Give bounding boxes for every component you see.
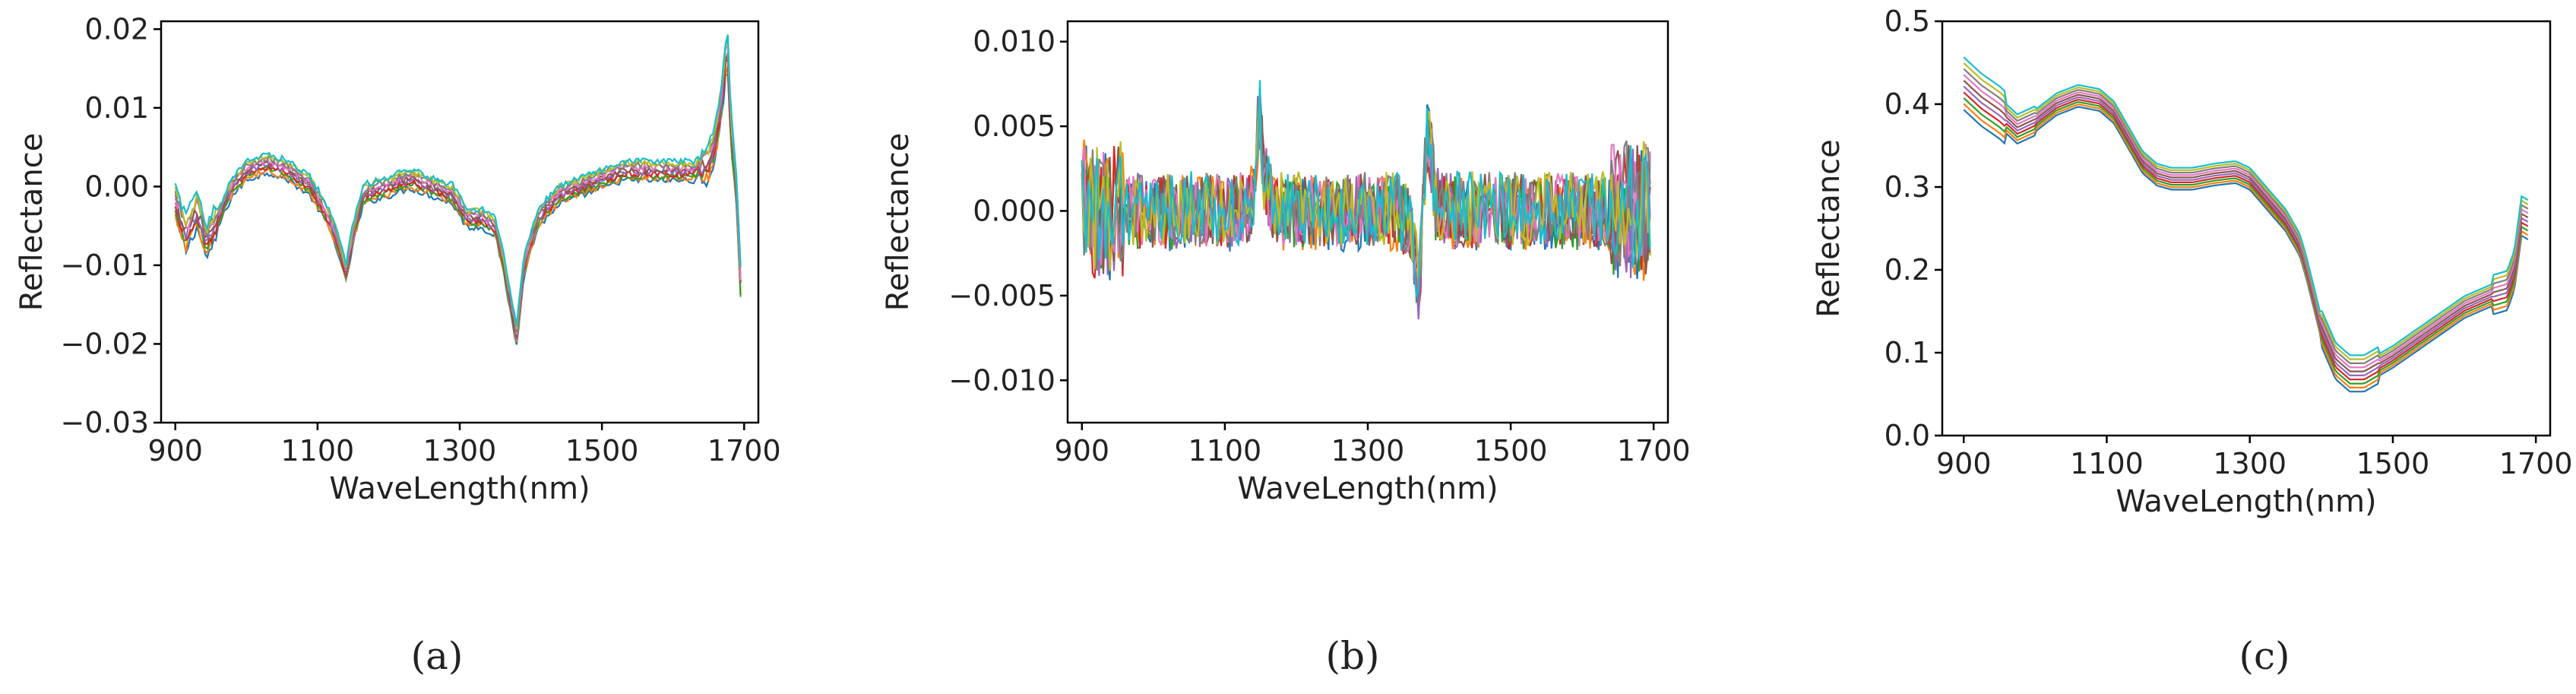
- series-line: [1081, 93, 1651, 281]
- y-tick-label: −0.02: [61, 327, 149, 360]
- y-tick-label: 0.1: [1885, 336, 1930, 369]
- y-tick-label: 0.00: [84, 170, 149, 203]
- x-tick-label: 1500: [565, 434, 639, 467]
- x-axis-label: WaveLength(nm): [2116, 484, 2376, 519]
- y-tick-label: 0.005: [973, 109, 1055, 143]
- series-line: [1963, 91, 2529, 381]
- x-axis-label: WaveLength(nm): [1237, 471, 1498, 506]
- x-tick-label: 1300: [2213, 447, 2286, 480]
- y-tick-label: 0.0: [1885, 419, 1930, 452]
- chart-panel-c: 900 1100 1300 1500 1700 0.0 0.1 0.2 0.3 0.4 0.5 Wav…: [1812, 5, 2573, 678]
- y-tick-label: 0.2: [1885, 253, 1930, 287]
- x-tick-label: 1100: [280, 434, 354, 467]
- y-tick-label: 0.010: [973, 25, 1055, 59]
- y-tick-label: −0.005: [948, 279, 1055, 312]
- x-tick-label: 1100: [1188, 434, 1262, 467]
- series-line: [1963, 85, 2529, 376]
- x-tick-label: 900: [1055, 434, 1110, 467]
- series-line: [1963, 106, 2529, 393]
- y-tick-label: 0.01: [84, 91, 149, 125]
- series-group: [1963, 56, 2529, 393]
- series-line: [1963, 56, 2529, 357]
- x-tick-label: 1700: [2499, 447, 2573, 480]
- y-tick-label: 0.4: [1885, 87, 1930, 121]
- y-tick-label: 0.02: [84, 12, 149, 46]
- plot-frame: [1941, 20, 2552, 437]
- x-tick-label: 1700: [707, 434, 781, 467]
- series-line: [174, 34, 742, 327]
- series-line: [1963, 80, 2529, 372]
- x-tick-label: 1300: [423, 434, 497, 467]
- series-group: [1081, 80, 1651, 320]
- chart-panel-b: 900 1100 1300 1500 1700 −0.010 −0.005 0.000 0.00…: [881, 20, 1691, 678]
- series-line: [174, 39, 742, 332]
- x-tick-label: 1100: [2070, 447, 2144, 480]
- x-tick-label: 1300: [1331, 434, 1405, 467]
- panel-caption: (c): [2239, 634, 2290, 678]
- x-tick-label: 900: [1936, 447, 1992, 480]
- y-tick-label: 0.3: [1885, 170, 1930, 204]
- y-axis-label: Reflectance: [1812, 139, 1847, 318]
- series-line: [1963, 97, 2529, 385]
- series-line: [174, 53, 742, 338]
- panel-caption: (b): [1325, 634, 1379, 678]
- plot-frame: [160, 20, 760, 424]
- series-line: [174, 44, 742, 335]
- x-tick-label: 1500: [1474, 434, 1548, 467]
- series-group: [174, 34, 742, 345]
- series-line: [1081, 80, 1651, 297]
- y-axis-label: Reflectance: [881, 133, 916, 312]
- y-tick-label: 0.5: [1885, 5, 1930, 38]
- y-tick-label: −0.01: [61, 249, 149, 282]
- y-tick-label: −0.03: [61, 406, 149, 439]
- x-tick-label: 1700: [1617, 434, 1691, 467]
- x-tick-label: 1500: [2356, 447, 2430, 480]
- series-line: [1963, 62, 2529, 360]
- series-line: [1963, 103, 2529, 388]
- series-line: [174, 41, 742, 330]
- y-axis-label: Reflectance: [14, 133, 49, 312]
- y-tick-label: −0.010: [948, 363, 1055, 397]
- x-tick-label: 900: [147, 434, 203, 467]
- x-axis-label: WaveLength(nm): [329, 471, 590, 506]
- panel-caption: (a): [411, 634, 464, 678]
- y-tick-label: 0.000: [973, 195, 1055, 228]
- series-line: [1963, 68, 2529, 364]
- series-line: [1963, 74, 2529, 369]
- chart-panel-a: 900 1100 1300 1500 1700 −0.03 −0.02 −0.01 0.00 0.…: [14, 12, 781, 678]
